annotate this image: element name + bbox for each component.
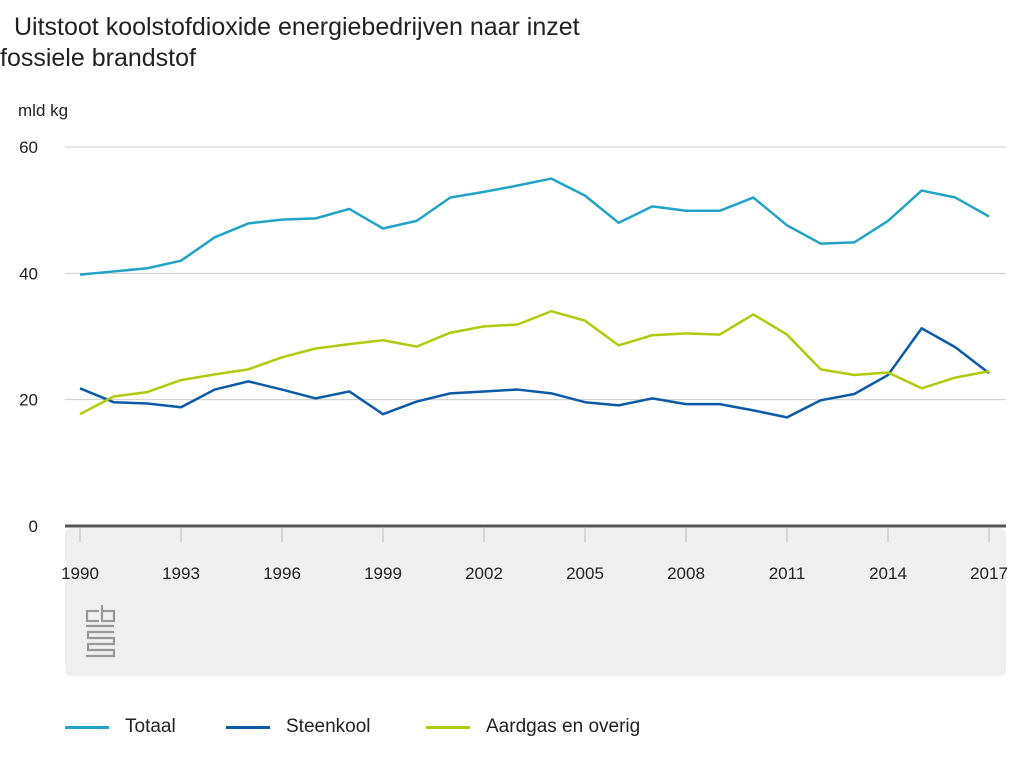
legend-swatch — [226, 725, 270, 729]
x-tick-label: 1990 — [61, 564, 99, 583]
x-tick-label: 2017 — [970, 564, 1008, 583]
x-tick-label: 2014 — [869, 564, 907, 583]
x-tick-label: 1999 — [364, 564, 402, 583]
x-tick-label: 2008 — [667, 564, 705, 583]
cbs-logo — [85, 605, 116, 658]
legend-item-totaal: Totaal — [65, 716, 176, 738]
series-line-aardgas-en-overig — [79, 309, 990, 416]
legend-swatch — [65, 725, 109, 729]
y-tick-label: 40 — [19, 264, 38, 283]
y-tick-label: 60 — [19, 138, 38, 157]
legend-item-steenkool: Steenkool — [226, 716, 371, 738]
y-axis-label: mld kg — [18, 101, 68, 120]
x-tick-label: 2002 — [465, 564, 503, 583]
series-line-totaal — [79, 177, 990, 276]
title-line-2: fossiele brandstof — [0, 44, 196, 72]
legend-label: Totaal — [125, 716, 176, 737]
y-tick-label: 0 — [29, 517, 38, 536]
x-tick-label: 1993 — [162, 564, 200, 583]
series-line-steenkool — [79, 327, 990, 419]
x-tick-label: 2011 — [769, 564, 806, 583]
legend-swatch — [426, 725, 470, 729]
chart-title: Uitstoot koolstofdioxide energiebedrijve… — [0, 12, 720, 74]
legend-item-aardgas: Aardgas en overig — [426, 716, 640, 738]
title-line-1: Uitstoot koolstofdioxide energiebedrijve… — [14, 13, 580, 41]
x-tick-label: 1996 — [263, 564, 301, 583]
axis-panel — [65, 528, 1006, 676]
x-tick-label: 2005 — [566, 564, 604, 583]
legend-label: Aardgas en overig — [486, 716, 641, 737]
y-tick-label: 20 — [19, 391, 38, 410]
legend-label: Steenkool — [286, 716, 371, 737]
